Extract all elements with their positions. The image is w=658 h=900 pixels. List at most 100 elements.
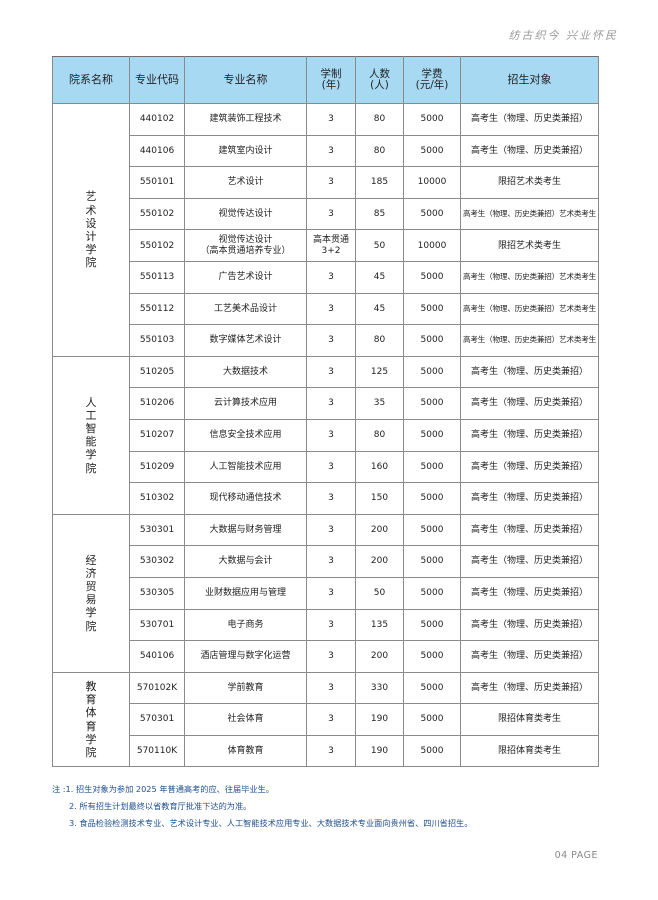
cell-tuition: 5000: [403, 734, 461, 768]
table-row: 440106 建筑室内设计 3 80 5000 高考生（物理、历史类兼招）: [53, 134, 599, 168]
cell-target: 高考生（物理、历史类兼招）: [460, 134, 599, 168]
cell-quota: 150: [355, 482, 404, 515]
cell-code: 510206: [129, 387, 185, 420]
cell-duration: 3: [306, 482, 356, 515]
cell-code: 530305: [129, 576, 185, 610]
cell-code: 550102: [129, 229, 185, 262]
cell-code: 550101: [129, 166, 185, 199]
cell-major: 学前教育: [184, 671, 307, 705]
cell-quota: 85: [355, 197, 404, 231]
cell-quota: 190: [355, 703, 404, 736]
cell-code: 550102: [129, 197, 185, 231]
cell-target: 高考生（物理、历史类兼招）艺术类考生: [460, 292, 599, 326]
cell-target: 高考生（物理、历史类兼招）: [460, 482, 599, 515]
cell-duration: 高本贯通 3+2: [306, 229, 356, 262]
cell-major: 业财数据应用与管理: [184, 576, 307, 610]
cell-target: 高考生（物理、历史类兼招）: [460, 576, 599, 610]
cell-major: 艺术设计: [184, 166, 307, 199]
cell-target: 限招艺术类考生: [460, 166, 599, 199]
cell-tuition: 5000: [403, 576, 461, 610]
cell-code: 510302: [129, 482, 185, 515]
cell-duration: 3: [306, 608, 356, 642]
cell-quota: 190: [355, 734, 404, 768]
cell-major: 信息安全技术应用: [184, 418, 307, 452]
dept-cell: 艺术设计学院: [52, 103, 130, 357]
cell-duration: 3: [306, 134, 356, 168]
cell-major: 视觉传达设计: [184, 197, 307, 231]
table-row: 艺术设计学院 440102 建筑装饰工程技术 3 80 5000 高考生（物理、历史类兼招）: [52, 103, 599, 357]
cell-code: 530701: [129, 608, 185, 642]
cell-quota: 35: [355, 387, 404, 420]
cell-target: 限招体育类考生: [460, 703, 599, 736]
header-target: 招生对象: [460, 56, 599, 104]
table-row: 530302 大数据与会计 3 200 5000 高考生（物理、历史类兼招）: [53, 545, 599, 578]
cell-major: 现代移动通信技术: [184, 482, 307, 515]
dept-cell: 经济贸易学院: [52, 513, 130, 673]
cell-duration: 3: [306, 292, 356, 326]
cell-code: 570301: [129, 703, 185, 736]
cell-code: 440102: [129, 103, 185, 136]
table-row: 550102 视觉传达设计 3 85 5000 高考生（物理、历史类兼招）艺术类考生: [53, 197, 599, 231]
cell-major: 广告艺术设计: [184, 260, 307, 294]
table-row: 550103 数字媒体艺术设计 3 80 5000 高考生（物理、历史类兼招）艺术类考生: [53, 324, 599, 357]
cell-quota: 135: [355, 608, 404, 642]
cell-duration: 3: [306, 418, 356, 452]
cell-code: 550112: [129, 292, 185, 326]
note-2: 2. 所有招生计划最终以省教育厅批准下达的为准。: [69, 801, 252, 811]
cell-quota: 80: [355, 103, 404, 136]
cell-target: 高考生（物理、历史类兼招）: [460, 387, 599, 420]
table-row: 经济贸易学院 530301 大数据与财务管理 3 200 5000 高考生（物理、历史类兼招…: [52, 513, 599, 673]
cell-quota: 185: [355, 166, 404, 199]
cell-tuition: 5000: [403, 608, 461, 642]
table-row: 510302 现代移动通信技术 3 150 5000 高考生（物理、历史类兼招）: [53, 482, 599, 515]
cell-major: 数字媒体艺术设计: [184, 324, 307, 357]
cell-major: 建筑装饰工程技术: [184, 103, 307, 136]
cell-target: 高考生（物理、历史类兼招）: [460, 640, 599, 673]
table-row: 530305 业财数据应用与管理 3 50 5000 高考生（物理、历史类兼招）: [53, 576, 599, 610]
cell-major: 酒店管理与数字化运营: [184, 640, 307, 673]
cell-duration: 3: [306, 197, 356, 231]
cell-tuition: 5000: [403, 482, 461, 515]
cell-major: 大数据与财务管理: [184, 513, 307, 547]
page-number: 04 PAGE: [554, 850, 598, 861]
cell-target: 限招艺术类考生: [460, 229, 599, 262]
table-row: 人工智能学院 510205 大数据技术 3 125 5000 高考生（物理、历史类兼招）: [52, 355, 599, 515]
cell-code: 550103: [129, 324, 185, 357]
cell-tuition: 5000: [403, 292, 461, 326]
cell-code: 540106: [129, 640, 185, 673]
cell-major: 社会体育: [184, 703, 307, 736]
dept-name: 人工智能学院: [85, 395, 97, 475]
cell-tuition: 5000: [403, 703, 461, 736]
cell-target: 高考生（物理、历史类兼招）: [460, 450, 599, 484]
cell-tuition: 5000: [403, 324, 461, 357]
cell-tuition: 5000: [403, 450, 461, 484]
table-row: 510206 云计算技术应用 3 35 5000 高考生（物理、历史类兼招）: [53, 387, 599, 420]
cell-quota: 200: [355, 640, 404, 673]
notes: 注 :1. 招生对象为参加 2025 年普通高考的应、往届毕业生。 2. 所有招…: [52, 781, 472, 832]
cell-major: 云计算技术应用: [184, 387, 307, 420]
table-row: 530701 电子商务 3 135 5000 高考生（物理、历史类兼招）: [53, 608, 599, 642]
cell-tuition: 5000: [403, 640, 461, 673]
table-row: 570301 社会体育 3 190 5000 限招体育类考生: [53, 703, 599, 736]
cell-quota: 50: [355, 576, 404, 610]
cell-tuition: 5000: [403, 418, 461, 452]
dept-cell: 教育体育学院: [52, 671, 130, 768]
cell-quota: 50: [355, 229, 404, 262]
cell-tuition: 5000: [403, 260, 461, 294]
cell-quota: 80: [355, 418, 404, 452]
cell-quota: 45: [355, 292, 404, 326]
cell-code: 510209: [129, 450, 185, 484]
table-row: 教育体育学院 570102K 学前教育 3 330 5000 高考生（物理、历史类兼招）: [52, 671, 599, 768]
cell-tuition: 5000: [403, 134, 461, 168]
cell-target: 高考生（物理、历史类兼招）艺术类考生: [460, 260, 599, 294]
cell-major: 工艺美术品设计: [184, 292, 307, 326]
dept-name: 艺术设计学院: [85, 190, 97, 270]
cell-tuition: 5000: [403, 545, 461, 578]
cell-code: 530301: [129, 513, 185, 547]
admission-plan-table: 院系名称 专业代码 专业名称 学制 (年) 人数 (人) 学费 (元/年) 招生对象 艺术设…: [52, 56, 599, 768]
cell-tuition: 5000: [403, 671, 461, 705]
cell-code: 530302: [129, 545, 185, 578]
cell-duration: 3: [306, 387, 356, 420]
cell-code: 440106: [129, 134, 185, 168]
cell-target: 高考生（物理、历史类兼招）艺术类考生: [460, 197, 599, 231]
